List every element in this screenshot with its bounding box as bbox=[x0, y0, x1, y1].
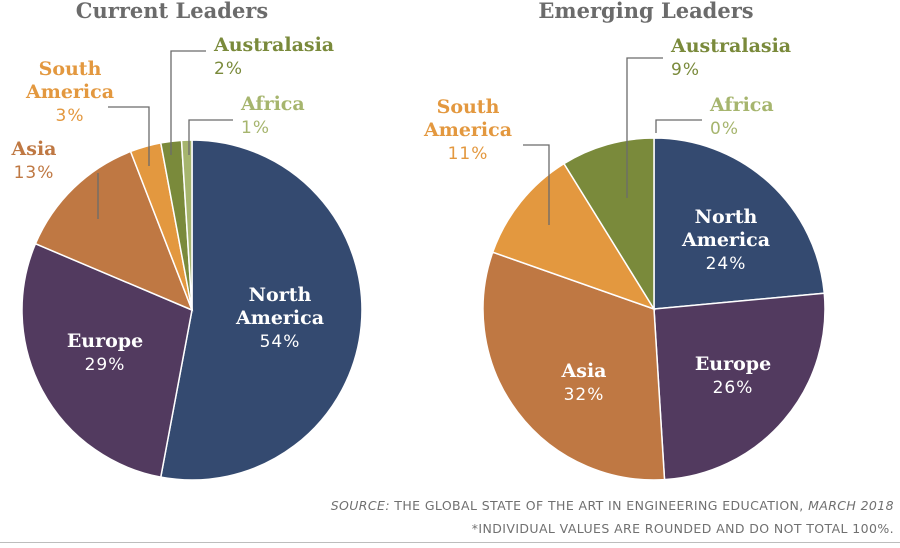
emerging-label-south-america-line-2: America bbox=[423, 119, 512, 141]
emerging-slice-south-america bbox=[491, 162, 656, 311]
emerging-slice-north-america bbox=[653, 137, 826, 310]
current-value-south-america: 3% bbox=[56, 106, 85, 126]
current-label-asia: Asia bbox=[11, 138, 57, 160]
emerging-label-north-america-line-2: America bbox=[681, 229, 770, 251]
current-slice-asia bbox=[34, 150, 194, 312]
current-label-north-america-line-1: North bbox=[249, 284, 312, 306]
emerging-value-north-america: 24% bbox=[706, 254, 747, 274]
footer-divider bbox=[0, 542, 900, 543]
emerging-label-asia: Asia bbox=[561, 360, 607, 382]
chart-title-emerging-leaders: Emerging Leaders bbox=[538, 0, 753, 23]
current-label-south-america-line-1: South bbox=[39, 58, 102, 80]
current-slice-europe bbox=[21, 242, 193, 478]
current-label-australasia: Australasia bbox=[213, 34, 334, 56]
current-label-south-america-line-2: America bbox=[25, 81, 114, 103]
rounding-note: *INDIVIDUAL VALUES ARE ROUNDED AND DO NO… bbox=[471, 521, 894, 536]
emerging-label-north-america-line-1: North bbox=[695, 206, 758, 228]
emerging-label-africa: Africa bbox=[709, 94, 774, 116]
current-leader-africa bbox=[188, 119, 233, 155]
current-value-europe: 29% bbox=[85, 355, 126, 375]
emerging-slice-australasia bbox=[562, 137, 655, 312]
current-label-europe: Europe bbox=[67, 330, 143, 352]
emerging-leader-africa bbox=[655, 119, 702, 133]
emerging-value-asia: 32% bbox=[564, 385, 605, 405]
emerging-slice-asia bbox=[482, 251, 666, 481]
source-note: SOURCE: THE GLOBAL STATE OF THE ART IN E… bbox=[331, 498, 894, 513]
emerging-leaders-pie-chart: Emerging Leaders NorthAmerica24%Europe26… bbox=[423, 0, 826, 481]
emerging-label-south-america-line-1: South bbox=[437, 96, 500, 118]
current-value-north-america: 54% bbox=[260, 332, 301, 352]
emerging-label-australasia: Australasia bbox=[670, 35, 791, 57]
current-leaders-pie-chart: Current Leaders NorthAmerica54%Europe29%… bbox=[11, 0, 363, 481]
current-leader-south-america bbox=[108, 106, 150, 166]
chart-title-current-leaders: Current Leaders bbox=[76, 0, 268, 23]
current-value-asia: 13% bbox=[14, 163, 55, 183]
current-label-north-america-line-2: America bbox=[235, 307, 324, 329]
emerging-slice-europe bbox=[653, 292, 826, 481]
emerging-value-south-america: 11% bbox=[448, 144, 489, 164]
source-text: THE GLOBAL STATE OF THE ART IN ENGINEERI… bbox=[389, 498, 809, 513]
emerging-label-europe: Europe bbox=[695, 353, 771, 375]
current-slice-north-america bbox=[159, 139, 363, 481]
emerging-leader-south-america bbox=[523, 144, 550, 225]
current-label-africa: Africa bbox=[240, 93, 305, 115]
current-slice-africa bbox=[180, 139, 193, 311]
current-value-australasia: 2% bbox=[214, 59, 243, 79]
current-value-africa: 1% bbox=[241, 118, 270, 138]
emerging-value-africa: 0% bbox=[710, 119, 739, 139]
source-date: MARCH 2018 bbox=[808, 498, 894, 513]
source-prefix: SOURCE: bbox=[330, 498, 390, 513]
emerging-leader-australasia bbox=[626, 57, 663, 198]
emerging-value-australasia: 9% bbox=[671, 60, 700, 80]
emerging-value-europe: 26% bbox=[713, 378, 754, 398]
current-leader-australasia bbox=[170, 50, 206, 155]
